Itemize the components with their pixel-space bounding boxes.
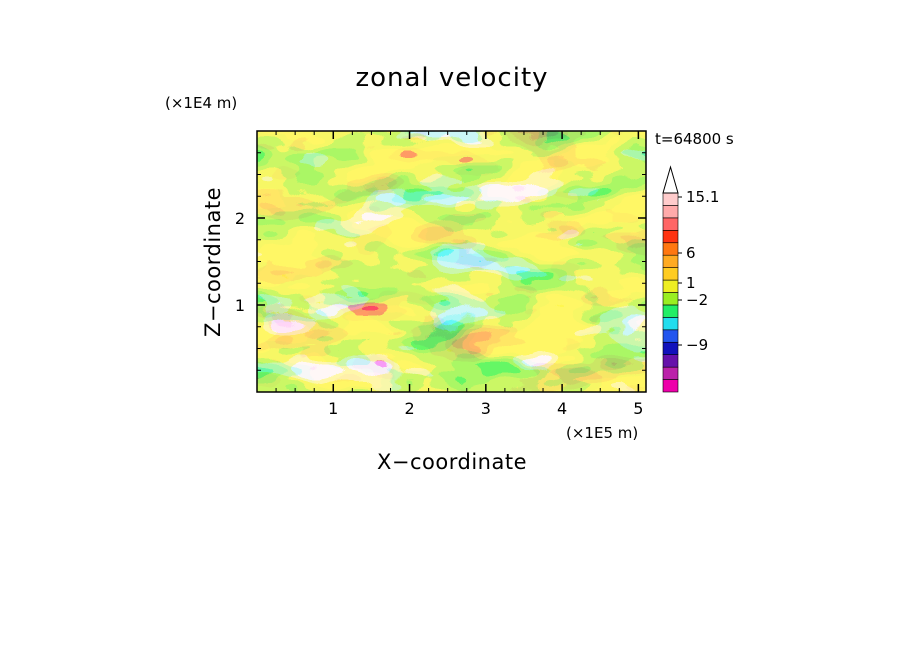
colorbar: 15.1 6 1−2 −9	[662, 165, 719, 393]
colorbar-segment	[662, 317, 679, 331]
colorbar-segment	[662, 354, 679, 368]
colorbar-segment	[662, 205, 679, 219]
heatmap-field	[257, 131, 646, 392]
colorbar-label: 6	[686, 244, 696, 262]
colorbar-label: −9	[686, 336, 708, 354]
colorbar-segment	[662, 379, 679, 393]
x-tick-label: 1	[328, 399, 338, 418]
x-tick-label: 3	[481, 399, 491, 418]
y-tick-label: 2	[235, 209, 245, 228]
colorbar-segment	[662, 230, 679, 244]
colorbar-segment	[662, 329, 679, 343]
colorbar-label: 15.1	[686, 188, 719, 206]
y-axis-label: Z−coordinate	[201, 187, 225, 337]
y-tick-label: 1	[235, 296, 245, 315]
colorbar-segment	[662, 292, 679, 306]
x-axis-ticks: 1 2 3 4 5	[275, 131, 643, 418]
y-axis-ticks: 12	[235, 152, 646, 371]
colorbar-segment	[662, 304, 679, 318]
x-unit-label: (×1E5 m)	[566, 424, 638, 442]
colorbar-segment	[662, 242, 679, 256]
colorbar-segment	[662, 217, 679, 231]
colorbar-segment	[662, 341, 679, 355]
x-tick-label: 4	[557, 399, 567, 418]
colorbar-segment	[662, 192, 679, 206]
colorbar-segment	[662, 279, 679, 293]
x-tick-label: 2	[404, 399, 414, 418]
colorbar-segment	[662, 366, 679, 380]
colorbar-label: 1	[686, 274, 696, 292]
colorbar-extend-arrow	[662, 165, 679, 194]
y-unit-label: (×1E4 m)	[165, 94, 237, 112]
colorbar-label: −2	[686, 291, 708, 309]
x-axis-label: X−coordinate	[377, 450, 527, 474]
time-label: t=64800 s	[655, 130, 734, 148]
colorbar-segment	[662, 254, 679, 268]
x-tick-label: 5	[633, 399, 643, 418]
colorbar-segment	[662, 267, 679, 281]
chart-title: zonal velocity	[355, 63, 548, 93]
